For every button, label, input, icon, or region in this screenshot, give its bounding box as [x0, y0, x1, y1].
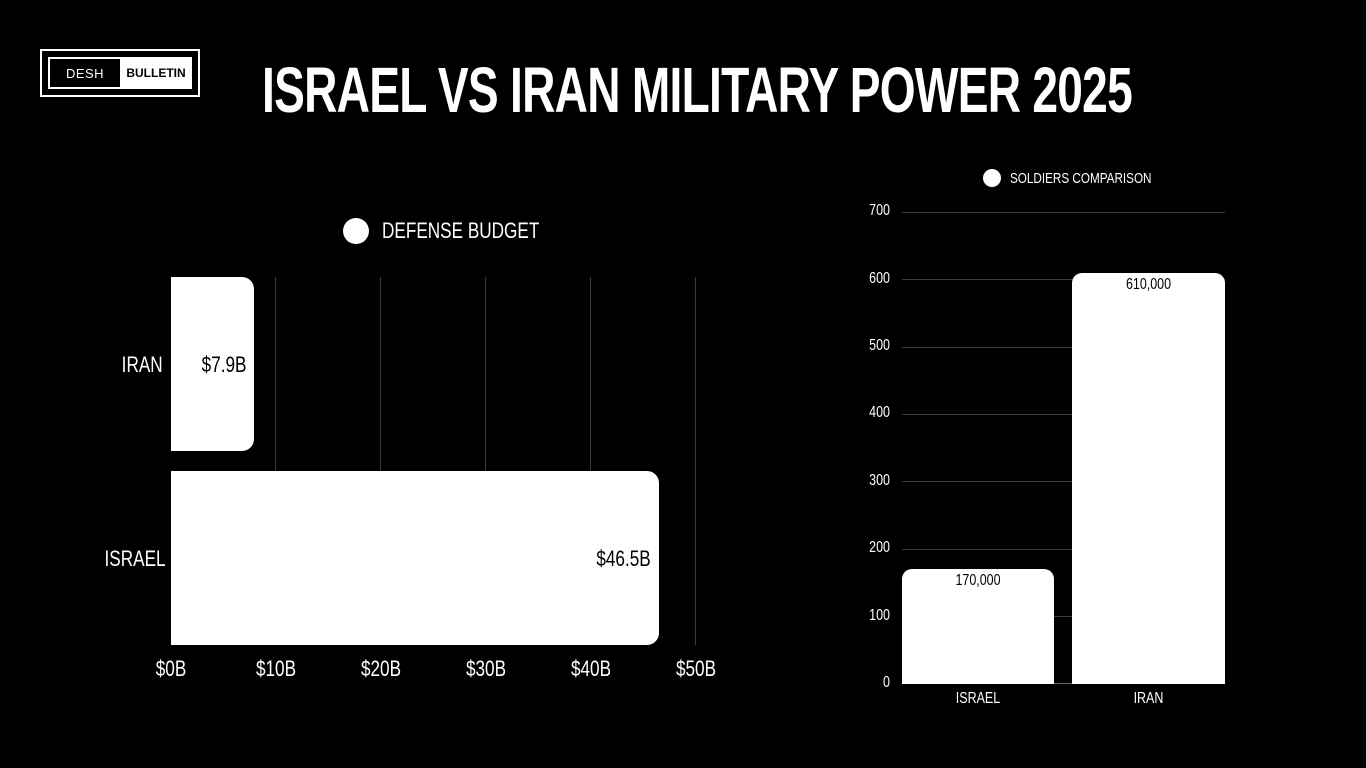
x-tick: $10B [255, 656, 297, 681]
gridline [902, 212, 1225, 213]
x-tick: $30B [465, 656, 507, 681]
legend-label: DEFENSE BUDGET [382, 218, 540, 243]
gridline [902, 414, 1225, 415]
bar-iran-soldiers: 610,000 [1072, 273, 1225, 684]
y-tick: 700 [869, 202, 890, 219]
legend-dot-icon [983, 169, 1001, 187]
legend-label: SOLDIERS COMPARISON [1010, 169, 1152, 187]
y-tick: 400 [869, 404, 890, 421]
bar-value-label: 170,000 [955, 572, 1001, 589]
category-label-israel: ISRAEL [955, 690, 1001, 707]
category-label-iran: IRAN [121, 352, 163, 377]
bar-israel-soldiers: 170,000 [902, 569, 1054, 684]
page-title: ISRAEL VS IRAN MILITARY POWER 2025 [262, 54, 1133, 126]
logo: DESH BULLETIN [40, 49, 200, 97]
bar-israel-budget: $46.5B [171, 471, 659, 645]
gridline [902, 279, 1225, 280]
defense-budget-legend: DEFENSE BUDGET [343, 218, 584, 244]
category-label-israel: ISRAEL [104, 546, 166, 571]
gridline [902, 616, 1225, 617]
logo-desh: DESH [50, 59, 120, 87]
bar-iran-budget: $7.9B [171, 277, 254, 451]
y-tick: 300 [869, 472, 890, 489]
soldiers-legend: SOLDIERS COMPARISON [983, 169, 1191, 187]
y-tick: 500 [869, 337, 890, 354]
gridline [485, 277, 486, 645]
y-tick: 100 [869, 607, 890, 624]
x-tick: $0B [155, 656, 187, 681]
gridline [275, 277, 276, 645]
logo-inner: DESH BULLETIN [47, 56, 193, 90]
gridline [590, 277, 591, 645]
y-tick: 200 [869, 539, 890, 556]
x-tick: $20B [360, 656, 402, 681]
x-axis-line [902, 683, 1225, 684]
bar-value-label: $7.9B [201, 352, 246, 377]
gridline [380, 277, 381, 645]
y-tick: 0 [883, 674, 890, 691]
logo-bulletin: BULLETIN [126, 66, 186, 80]
category-label-iran: IRAN [1133, 690, 1164, 707]
bar-value-label: $46.5B [596, 546, 651, 571]
y-tick: 600 [869, 270, 890, 287]
x-tick: $40B [570, 656, 612, 681]
gridline [902, 481, 1225, 482]
x-tick: $50B [675, 656, 717, 681]
gridline [902, 549, 1225, 550]
gridline [902, 347, 1225, 348]
bar-value-label: 610,000 [1125, 276, 1172, 293]
gridline [695, 277, 696, 645]
legend-dot-icon [343, 218, 369, 244]
